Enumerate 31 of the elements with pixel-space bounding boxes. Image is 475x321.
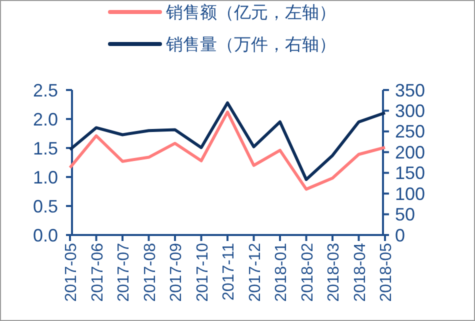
- y2-tick-label: 150: [395, 163, 426, 184]
- x-tick-label: 2018-03: [326, 242, 342, 302]
- x-tick-label: 2017-09: [168, 242, 185, 302]
- legend-label: 销售量（万件，右轴）: [165, 35, 336, 54]
- y2-tick-label: 350: [395, 80, 426, 100]
- y2-tick-label: 300: [395, 101, 426, 122]
- x-tick-label: 2017-07: [116, 242, 132, 302]
- y2-tick-label: 50: [395, 204, 416, 225]
- line-series: [68, 110, 386, 191]
- y-tick-label: 1.0: [32, 167, 58, 188]
- y-tick-label: 2.5: [32, 80, 58, 100]
- x-tick-label: 2017-08: [142, 242, 159, 302]
- x-tick-label: 2017-05: [63, 242, 80, 302]
- x-tick-label: 2018-05: [378, 242, 395, 302]
- x-tick-label: 2017-10: [194, 242, 212, 302]
- legend-label: 销售额（亿元，左轴）: [165, 3, 336, 22]
- x-tick-label: 2018-02: [299, 242, 316, 302]
- y-tick-label: 1.5: [32, 138, 58, 158]
- y2-tick-label: 250: [395, 122, 426, 142]
- y2-tick-label: 0: [395, 225, 406, 246]
- y-tick-label: 0.0: [32, 225, 58, 246]
- x-tick-label: 2017-06: [89, 242, 106, 302]
- x-tick-label: 2018-01: [273, 242, 290, 302]
- x-tick-label: 2017-12: [246, 242, 264, 302]
- y-tick-label: 2.0: [32, 109, 58, 130]
- y2-tick-label: 200: [395, 142, 426, 162]
- y-tick-label: 0.5: [32, 196, 58, 216]
- y2-tick-label: 100: [395, 184, 426, 204]
- x-tick-label: 2017-11: [220, 242, 238, 301]
- x-tick-label: 2018-04: [352, 242, 369, 302]
- line-series: [68, 101, 386, 181]
